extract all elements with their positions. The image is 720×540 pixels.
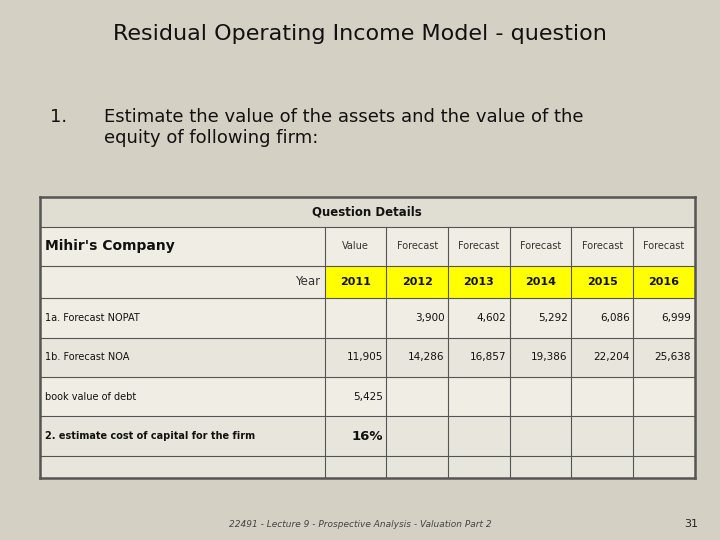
Text: 2015: 2015 bbox=[587, 277, 618, 287]
Text: 6,999: 6,999 bbox=[662, 313, 691, 323]
Text: 19,386: 19,386 bbox=[531, 352, 568, 362]
Text: 2011: 2011 bbox=[340, 277, 371, 287]
Text: 2013: 2013 bbox=[464, 277, 494, 287]
Text: 3,900: 3,900 bbox=[415, 313, 444, 323]
Text: 2. estimate cost of capital for the firm: 2. estimate cost of capital for the firm bbox=[45, 431, 256, 441]
Text: Year: Year bbox=[295, 275, 320, 288]
Bar bbox=[40, 227, 695, 266]
Text: 16,857: 16,857 bbox=[469, 352, 506, 362]
Text: Forecast: Forecast bbox=[582, 241, 623, 251]
Text: 2014: 2014 bbox=[525, 277, 556, 287]
Text: equity of following firm:: equity of following firm: bbox=[104, 129, 319, 146]
Text: 5,425: 5,425 bbox=[353, 392, 383, 402]
Bar bbox=[40, 377, 695, 416]
Text: 22491 - Lecture 9 - Prospective Analysis - Valuation Part 2: 22491 - Lecture 9 - Prospective Analysis… bbox=[229, 520, 491, 529]
Bar bbox=[40, 197, 695, 227]
Text: Question Details: Question Details bbox=[312, 205, 422, 219]
Text: Residual Operating Income Model - question: Residual Operating Income Model - questi… bbox=[113, 24, 607, 44]
Text: 2012: 2012 bbox=[402, 277, 433, 287]
Text: Mihir's Company: Mihir's Company bbox=[45, 239, 175, 253]
Text: 6,086: 6,086 bbox=[600, 313, 629, 323]
Text: Estimate the value of the assets and the value of the: Estimate the value of the assets and the… bbox=[104, 108, 584, 126]
Text: 4,602: 4,602 bbox=[477, 313, 506, 323]
Text: 2016: 2016 bbox=[649, 277, 680, 287]
Text: 16%: 16% bbox=[351, 429, 383, 443]
Text: 25,638: 25,638 bbox=[654, 352, 691, 362]
Text: 22,204: 22,204 bbox=[593, 352, 629, 362]
Text: 1a. Forecast NOPAT: 1a. Forecast NOPAT bbox=[45, 313, 140, 323]
Bar bbox=[325, 266, 695, 298]
Bar bbox=[40, 416, 695, 456]
Bar bbox=[40, 266, 325, 298]
Text: 5,292: 5,292 bbox=[538, 313, 568, 323]
Text: 31: 31 bbox=[685, 519, 698, 529]
Text: 14,286: 14,286 bbox=[408, 352, 444, 362]
Text: Forecast: Forecast bbox=[458, 241, 500, 251]
Text: Forecast: Forecast bbox=[397, 241, 438, 251]
Text: 11,905: 11,905 bbox=[346, 352, 383, 362]
Text: Forecast: Forecast bbox=[520, 241, 561, 251]
Text: 1.: 1. bbox=[50, 108, 68, 126]
Bar bbox=[40, 338, 695, 377]
Text: Value: Value bbox=[342, 241, 369, 251]
Bar bbox=[40, 298, 695, 338]
Text: 1b. Forecast NOA: 1b. Forecast NOA bbox=[45, 352, 130, 362]
Text: book value of debt: book value of debt bbox=[45, 392, 137, 402]
Text: Forecast: Forecast bbox=[644, 241, 685, 251]
